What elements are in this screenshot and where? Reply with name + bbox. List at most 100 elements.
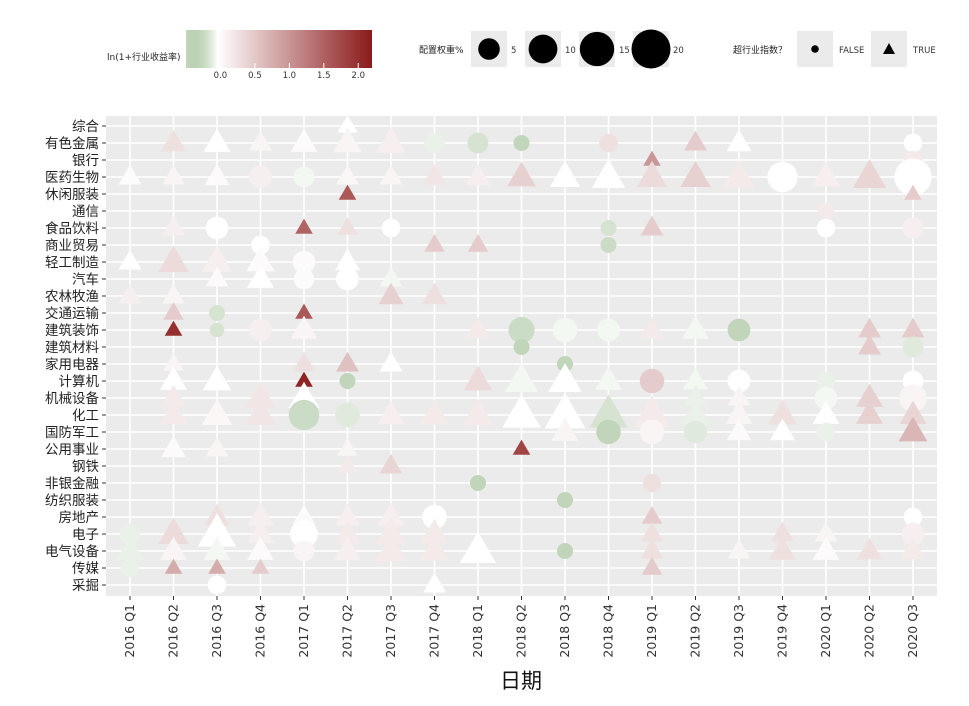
y-tick-label: 国防军工 — [45, 425, 99, 441]
data-point-circle — [767, 162, 797, 192]
data-point-circle — [601, 237, 617, 253]
y-tick-label: 电气设备 — [45, 543, 99, 560]
data-point-circle — [596, 420, 620, 444]
y-tick-label: 非银金融 — [45, 476, 99, 492]
y-tick-label: 电子 — [72, 527, 99, 543]
colorbar-tick-label: 2.0 — [351, 71, 365, 81]
data-point-circle — [818, 203, 834, 219]
y-tick-label: 商业贸易 — [45, 238, 99, 254]
data-point-circle — [903, 218, 924, 239]
y-axis: 综合有色金属银行医药生物休闲服装通信食品饮料商业贸易轻工制造汽车农林牧渔交通运输… — [45, 119, 106, 594]
x-tick-label: 2019 Q2 — [688, 604, 703, 658]
data-point-circle — [903, 337, 924, 358]
legend-colorbar — [186, 30, 372, 68]
legend-size-title: 配置权重% — [419, 44, 464, 56]
data-point-circle — [294, 167, 315, 188]
data-point-circle — [206, 217, 229, 240]
legend-shape: 超行业指数？ FALSE TRUE — [733, 31, 936, 67]
legend-shape-title: 超行业指数？ — [733, 44, 787, 56]
colorbar-tick-label: 1.5 — [317, 71, 331, 81]
y-tick-label: 机械设备 — [45, 390, 99, 407]
x-tick-label: 2018 Q4 — [601, 604, 616, 658]
x-tick-label: 2016 Q3 — [209, 604, 224, 658]
data-point-circle — [382, 219, 401, 238]
y-tick-label: 银行 — [72, 153, 99, 169]
data-point-circle — [557, 543, 573, 559]
x-tick-label: 2017 Q2 — [340, 604, 355, 658]
size-legend-circle — [529, 35, 558, 64]
colorbar-tick-label: 1.0 — [283, 71, 297, 81]
x-tick-label: 2019 Q3 — [731, 604, 746, 658]
legend-size-items: 5 10 15 20 — [471, 29, 684, 68]
y-tick-label: 交通运输 — [45, 305, 99, 322]
y-tick-label: 休闲服装 — [45, 187, 99, 203]
data-point-circle — [728, 319, 751, 342]
x-tick-label: 2018 Q3 — [557, 604, 572, 658]
data-point-circle — [557, 492, 573, 508]
legend-color: ln(1+行业收益率) 0.0 0.5 1.0 1.5 2.0 — [107, 30, 372, 81]
shape-legend-circle — [811, 45, 819, 53]
data-point-circle — [294, 541, 315, 562]
data-point-circle — [335, 403, 359, 427]
colorbar-tick-label: 0.5 — [248, 71, 262, 81]
x-tick-label: 2016 Q2 — [166, 604, 181, 658]
y-tick-label: 食品饮料 — [45, 220, 99, 237]
size-legend-circle — [478, 38, 500, 60]
data-point-circle — [904, 134, 923, 153]
data-point-circle — [601, 220, 617, 236]
y-tick-label: 钢铁 — [72, 459, 99, 475]
size-legend-label: 10 — [565, 46, 576, 56]
size-legend-circle — [631, 29, 670, 68]
data-point-circle — [289, 400, 319, 430]
data-point-circle — [514, 135, 530, 151]
x-tick-label: 2016 Q1 — [122, 604, 137, 658]
y-tick-label: 轻工制造 — [45, 255, 99, 271]
y-tick-label: 通信 — [72, 204, 99, 220]
data-point-circle — [340, 373, 356, 389]
colorbar-tick-label: 0.0 — [214, 71, 228, 81]
legend-color-title: ln(1+行业收益率) — [107, 51, 181, 63]
x-axis: 2016 Q1 2016 Q2 2016 Q3 2016 Q4 2017 Q1 2017 … — [122, 596, 920, 658]
x-tick-label: 2016 Q4 — [253, 604, 268, 658]
data-point-circle — [817, 219, 836, 238]
x-tick-label: 2018 Q1 — [470, 604, 485, 658]
x-tick-label: 2020 Q1 — [818, 604, 833, 658]
data-point-circle — [597, 319, 620, 342]
data-point-circle — [121, 559, 140, 578]
legend-size: 配置权重% 5 10 15 20 — [419, 29, 684, 68]
y-tick-label: 公用事业 — [45, 442, 99, 458]
x-tick-label: 2017 Q1 — [296, 604, 311, 658]
y-tick-label: 建筑装饰 — [45, 323, 99, 339]
data-point-circle — [643, 474, 662, 493]
size-legend-label: 20 — [673, 46, 684, 56]
y-tick-label: 医药生物 — [45, 170, 99, 186]
data-point-circle — [470, 475, 486, 491]
y-tick-label: 有色金属 — [45, 135, 99, 152]
data-point-circle — [294, 269, 315, 290]
data-point-circle — [249, 319, 272, 342]
data-point-circle — [208, 576, 227, 595]
data-point-circle — [684, 421, 707, 444]
y-tick-label: 纺织服装 — [45, 493, 99, 509]
y-tick-label: 计算机 — [59, 374, 100, 390]
y-tick-label: 采掘 — [72, 578, 99, 594]
data-point-circle — [210, 323, 224, 337]
data-point-circle — [514, 339, 530, 355]
data-point-circle — [209, 305, 225, 321]
x-tick-label: 2020 Q2 — [862, 604, 877, 658]
size-legend-label: 15 — [619, 46, 630, 56]
size-legend-circle — [580, 32, 614, 66]
y-tick-label: 化工 — [72, 408, 99, 424]
data-point-circle — [336, 268, 359, 291]
y-tick-label: 建筑材料 — [45, 340, 99, 356]
y-tick-label: 房地产 — [59, 510, 100, 526]
x-tick-label: 2017 Q4 — [427, 604, 442, 658]
data-point-circle — [640, 369, 664, 393]
x-tick-label: 2020 Q3 — [905, 604, 920, 658]
data-point-circle — [424, 133, 445, 154]
x-tick-label: 2017 Q3 — [383, 604, 398, 658]
data-point-circle — [249, 166, 272, 189]
data-point-circle — [640, 420, 664, 444]
x-tick-label: 2019 Q4 — [775, 604, 790, 658]
